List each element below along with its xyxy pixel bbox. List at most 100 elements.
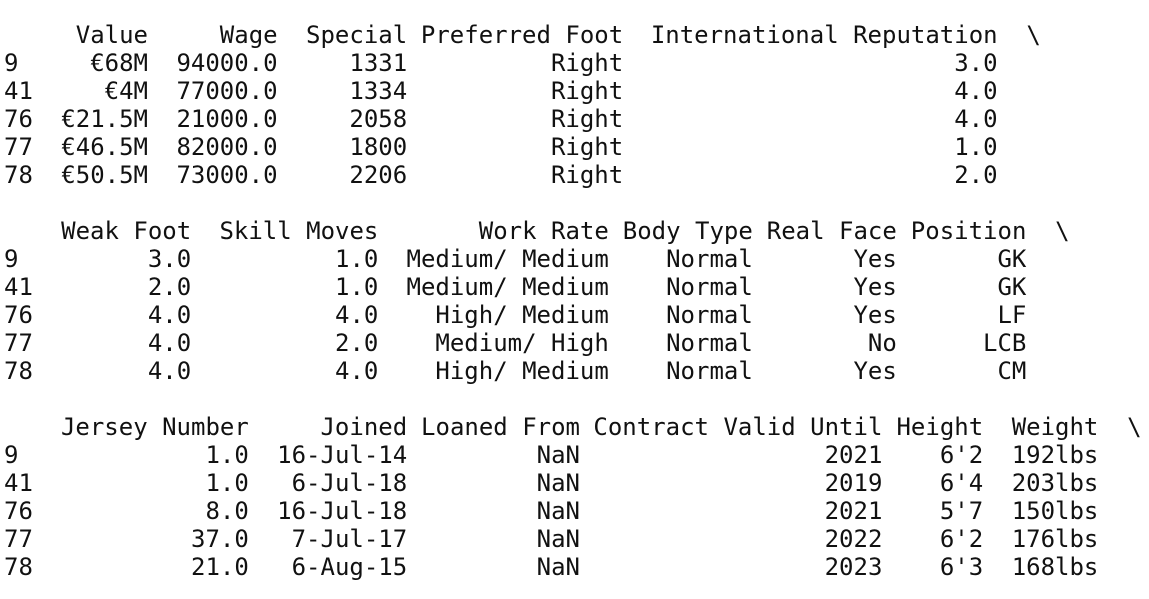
cell: Normal — [666, 301, 753, 329]
cell: 2206 — [349, 161, 408, 189]
cell: 6'2 — [939, 441, 984, 469]
column-header: Work Rate — [478, 217, 609, 245]
column-header: International Reputation — [650, 21, 998, 49]
cell: 150lbs — [1011, 497, 1099, 525]
continuation-mark: \ — [1055, 217, 1070, 245]
column-header: Jersey Number — [60, 413, 249, 441]
column-header: Preferred Foot — [420, 21, 624, 49]
cell: NaN — [536, 441, 580, 469]
cell: Normal — [666, 357, 753, 385]
row-index: 76 — [4, 301, 33, 329]
cell: GK — [997, 273, 1027, 301]
cell: 21000.0 — [176, 105, 278, 133]
cell: 168lbs — [1011, 553, 1099, 581]
cell: 176lbs — [1011, 525, 1099, 553]
cell: 2021 — [824, 441, 883, 469]
row-index: 9 — [4, 49, 19, 77]
cell: Normal — [666, 245, 753, 273]
cell: GK — [997, 245, 1027, 273]
cell: Medium/ High — [435, 329, 609, 357]
cell: 4.0 — [954, 77, 998, 105]
cell: 192lbs — [1011, 441, 1099, 469]
cell: CM — [997, 357, 1027, 385]
cell: NaN — [536, 469, 580, 497]
column-header: Weak Foot — [61, 217, 192, 245]
cell: 1.0 — [205, 441, 249, 469]
column-header: Joined — [320, 413, 408, 441]
cell: Medium/ Medium — [406, 245, 609, 273]
cell: 2.0 — [147, 273, 192, 301]
cell: 73000.0 — [176, 161, 278, 189]
cell: High/ Medium — [435, 301, 609, 329]
cell: 1.0 — [335, 245, 379, 273]
cell: NaN — [536, 525, 580, 553]
cell: 3.0 — [147, 245, 192, 273]
continuation-mark: \ — [1026, 21, 1041, 49]
row-index: 41 — [4, 273, 33, 301]
cell: 2.0 — [335, 329, 379, 357]
cell: 6'3 — [939, 553, 984, 581]
cell: 6'4 — [939, 469, 984, 497]
cell: 82000.0 — [176, 133, 278, 161]
cell: 6-Jul-18 — [291, 469, 408, 497]
row-index: 41 — [4, 469, 33, 497]
cell: Normal — [666, 329, 753, 357]
row-index: 77 — [4, 329, 33, 357]
cell: 94000.0 — [176, 49, 278, 77]
row-index: 9 — [4, 245, 19, 273]
cell: 4.0 — [954, 105, 998, 133]
cell: 4.0 — [335, 301, 379, 329]
cell: 1331 — [349, 49, 408, 77]
cell: 7-Jul-17 — [291, 525, 408, 553]
cell: Medium/ Medium — [406, 273, 609, 301]
column-header: Position — [910, 217, 1027, 245]
cell: 4.0 — [147, 329, 192, 357]
column-header: Body Type — [622, 217, 753, 245]
cell: 16-Jul-18 — [277, 497, 408, 525]
cell: 5'7 — [939, 497, 984, 525]
cell: Right — [550, 105, 624, 133]
cell: 2021 — [824, 497, 883, 525]
cell: 3.0 — [954, 49, 998, 77]
cell: 4.0 — [335, 357, 379, 385]
cell: Yes — [853, 273, 897, 301]
cell: Right — [550, 77, 624, 105]
row-index: 77 — [4, 133, 33, 161]
cell: LF — [997, 301, 1027, 329]
row-index: 78 — [4, 553, 33, 581]
cell: Right — [550, 133, 624, 161]
cell: 8.0 — [205, 497, 249, 525]
column-header: Real Face — [766, 217, 897, 245]
row-index: 78 — [4, 357, 33, 385]
column-header: Skill Moves — [219, 217, 379, 245]
row-index: 78 — [4, 161, 33, 189]
cell: Right — [550, 49, 624, 77]
column-header: Weight — [1011, 413, 1099, 441]
cell: No — [867, 329, 897, 357]
cell: 2058 — [349, 105, 408, 133]
cell: 37.0 — [191, 525, 249, 553]
cell: 77000.0 — [176, 77, 278, 105]
cell: 6'2 — [939, 525, 984, 553]
row-index: 77 — [4, 525, 33, 553]
column-header: Height — [896, 413, 984, 441]
cell: Yes — [853, 245, 897, 273]
cell: 6-Aug-15 — [291, 553, 408, 581]
cell: 1.0 — [335, 273, 379, 301]
cell: Right — [550, 161, 624, 189]
continuation-mark: \ — [1127, 413, 1142, 441]
column-header: Wage — [219, 21, 278, 49]
cell: 1800 — [349, 133, 408, 161]
column-header: Value — [75, 21, 148, 49]
cell: 21.0 — [191, 553, 249, 581]
cell: Yes — [853, 301, 897, 329]
cell: 1.0 — [954, 133, 998, 161]
row-index: 76 — [4, 105, 33, 133]
cell: 4.0 — [147, 357, 192, 385]
row-index: 76 — [4, 497, 33, 525]
cell: 1.0 — [205, 469, 249, 497]
cell: 203lbs — [1011, 469, 1099, 497]
cell: LCB — [983, 329, 1027, 357]
row-index: 9 — [4, 441, 19, 469]
